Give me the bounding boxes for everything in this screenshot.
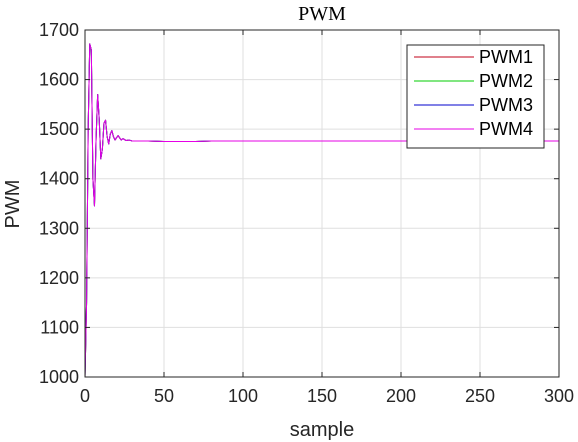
y-tick-label: 1000 [39, 367, 79, 387]
series-lines [85, 43, 559, 377]
x-axis-label: sample [290, 419, 354, 441]
y-tick-label: 1200 [39, 268, 79, 288]
legend: PWM1 PWM2 PWM3 PWM4 [406, 44, 545, 149]
legend-label-pwm2: PWM2 [479, 71, 533, 91]
legend-box [406, 44, 545, 149]
y-tick-label: 1600 [39, 70, 79, 90]
x-tick-label: 250 [465, 386, 495, 406]
ticks: 0 50 100 150 200 250 300 1000 1100 1200 1300 1400 15… [39, 20, 574, 406]
y-tick-label: 1300 [39, 218, 79, 238]
x-tick-label: 300 [544, 386, 574, 406]
legend-label-pwm3: PWM3 [479, 95, 533, 115]
legend-label-pwm1: PWM1 [479, 47, 533, 67]
y-tick-label: 1500 [39, 119, 79, 139]
x-tick-label: 0 [80, 386, 90, 406]
legend-label-pwm4: PWM4 [479, 119, 533, 139]
series-line-pwm4 [85, 43, 559, 377]
x-tick-label: 200 [386, 386, 416, 406]
x-tick-label: 50 [154, 386, 174, 406]
y-tick-label: 1100 [40, 317, 79, 337]
y-tick-label: 1400 [39, 169, 79, 189]
y-tick-label: 1700 [39, 20, 79, 40]
y-axis-label: PWM [2, 180, 24, 229]
chart-title: PWM [298, 3, 346, 25]
x-tick-label: 100 [228, 386, 258, 406]
x-tick-label: 150 [307, 386, 337, 406]
